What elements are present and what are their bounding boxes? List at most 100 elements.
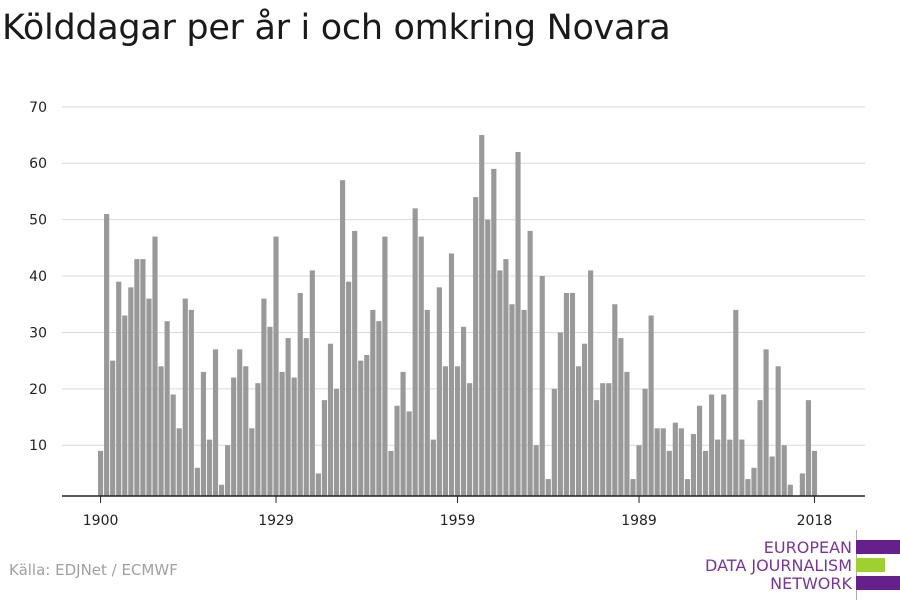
bar-1987 — [624, 371, 630, 496]
bar-1978 — [569, 292, 576, 496]
bar-1933 — [297, 292, 303, 496]
bar-1970 — [521, 309, 527, 496]
bar-1959 — [454, 366, 461, 496]
x-tick-label: 2018 — [797, 513, 833, 529]
bar-1996 — [678, 428, 684, 496]
y-tick-label: 10 — [29, 438, 47, 454]
bar-1904 — [122, 315, 128, 496]
bar-1997 — [684, 479, 690, 496]
bar-1973 — [539, 276, 545, 496]
bar-1954 — [424, 309, 430, 496]
bar-1977 — [563, 292, 569, 496]
bar-1976 — [557, 332, 563, 496]
bar-1989 — [636, 445, 642, 496]
bar-1986 — [618, 338, 624, 496]
bar-1982 — [594, 400, 600, 496]
bar-1957 — [442, 366, 448, 496]
bar-1903 — [116, 281, 122, 496]
bar-2012 — [775, 366, 781, 496]
bar-1922 — [231, 377, 237, 496]
x-tick-label: 1929 — [258, 513, 294, 529]
bar-1912 — [170, 394, 176, 496]
bar-1902 — [110, 360, 116, 496]
edjnet-logo: EUROPEAN DATA JOURNALISM NETWORK — [700, 530, 900, 600]
bar-2014 — [787, 484, 793, 496]
bar-1918 — [206, 439, 213, 496]
bar-1921 — [225, 445, 231, 496]
bar-1906 — [134, 259, 140, 496]
bar-1961 — [467, 383, 473, 496]
bar-1963 — [479, 135, 485, 497]
bar-1916 — [194, 467, 200, 496]
bar-1900 — [98, 450, 104, 496]
bar-1966 — [497, 270, 503, 496]
bar-1990 — [642, 388, 648, 496]
bar-1907 — [140, 259, 146, 496]
bar-1926 — [255, 383, 261, 496]
bar-1948 — [388, 450, 394, 496]
bar-2006 — [739, 439, 745, 496]
bar-1968 — [509, 304, 515, 496]
bar-2002 — [715, 439, 721, 496]
bar-1938 — [327, 343, 334, 496]
bar-1952 — [412, 208, 418, 497]
bar-1960 — [461, 326, 467, 496]
y-tick-label: 40 — [29, 269, 47, 285]
bar-1945 — [370, 309, 376, 496]
bar-2010 — [763, 349, 769, 496]
bar-1913 — [176, 428, 182, 496]
bar-1995 — [672, 422, 678, 496]
bar-2016 — [799, 473, 805, 496]
bar-1931 — [285, 338, 291, 496]
bar-1962 — [473, 197, 479, 496]
bar-1901 — [104, 214, 110, 496]
bar-1988 — [630, 479, 636, 496]
bar-2017 — [805, 400, 811, 496]
bar-1975 — [551, 388, 557, 496]
x-tick-label: 1959 — [440, 513, 476, 529]
bar-1998 — [690, 433, 697, 496]
bar-1944 — [364, 355, 370, 496]
bar-1927 — [261, 298, 267, 496]
bar-1939 — [333, 388, 340, 496]
bar-1958 — [448, 253, 455, 496]
bar-1991 — [648, 315, 654, 496]
bar-1911 — [164, 321, 170, 496]
bar-2008 — [751, 467, 757, 496]
bar-1992 — [654, 428, 660, 496]
bar-2018 — [811, 450, 818, 496]
logo-bar-green — [856, 558, 885, 572]
y-tick-label: 50 — [29, 213, 47, 229]
bar-1923 — [237, 349, 243, 496]
bar-1994 — [666, 450, 672, 496]
bar-1980 — [582, 343, 588, 496]
y-tick-label: 30 — [29, 325, 47, 341]
bar-1941 — [346, 281, 352, 496]
bar-2003 — [721, 394, 727, 496]
x-tick-label: 1989 — [621, 513, 657, 529]
bar-1920 — [219, 484, 225, 496]
bar-1985 — [612, 304, 618, 496]
bar-1924 — [243, 366, 249, 496]
bar-1915 — [188, 309, 194, 496]
bar-2013 — [781, 445, 787, 496]
bar-1979 — [575, 366, 582, 496]
x-tick-label: 1900 — [83, 513, 119, 529]
logo-line-3: NETWORK — [770, 574, 852, 593]
bar-1964 — [485, 219, 491, 496]
bar-1984 — [606, 383, 612, 496]
bar-1932 — [291, 377, 297, 496]
bar-2011 — [769, 456, 775, 496]
bar-2007 — [745, 479, 751, 496]
bar-1999 — [696, 405, 703, 496]
bar-1935 — [309, 270, 315, 496]
bar-1908 — [146, 298, 152, 496]
bar-1914 — [182, 298, 188, 496]
bar-1925 — [249, 428, 255, 496]
bar-1972 — [533, 445, 539, 496]
bar-2001 — [709, 394, 715, 496]
logo-bar-purple-top — [856, 540, 900, 554]
bar-1946 — [376, 321, 382, 496]
y-tick-label: 60 — [29, 156, 47, 172]
